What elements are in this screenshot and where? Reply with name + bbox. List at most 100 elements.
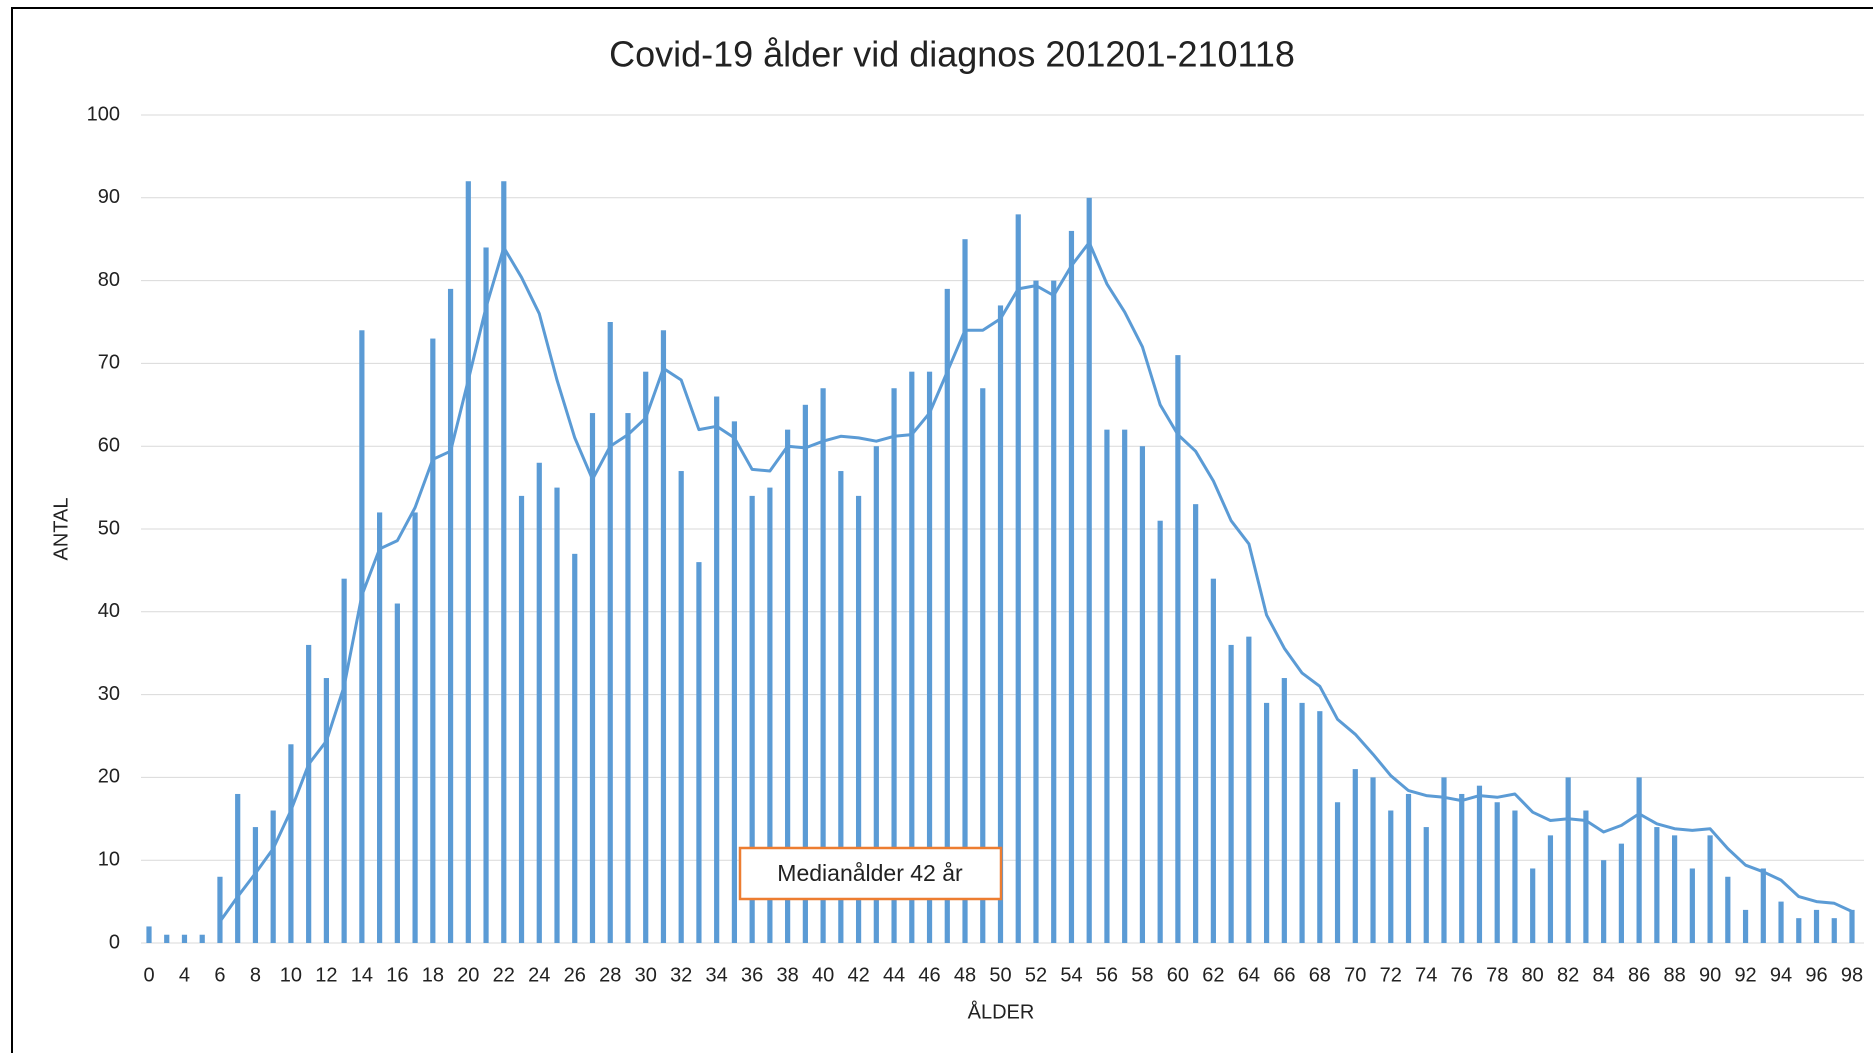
bar [1831, 918, 1837, 943]
bar [1689, 868, 1695, 943]
x-tick-label: 14 [351, 964, 373, 986]
y-tick-label: 40 [98, 600, 120, 622]
bar [1654, 827, 1660, 943]
bar [1210, 578, 1216, 943]
x-tick-label: 80 [1522, 964, 1544, 986]
bar [696, 562, 702, 943]
x-tick-label: 74 [1415, 964, 1437, 986]
bar [1246, 636, 1252, 943]
bar [855, 495, 862, 943]
bar [731, 421, 738, 943]
bar [1175, 355, 1181, 943]
bar [1299, 702, 1305, 943]
x-tick-label: 90 [1699, 964, 1721, 986]
x-tick-label: 18 [422, 964, 444, 986]
bar [1459, 793, 1465, 943]
y-tick-label: 90 [98, 186, 120, 208]
bar [394, 603, 400, 943]
bar [217, 876, 223, 943]
y-tick-label: 80 [98, 269, 120, 291]
x-tick-label: 32 [670, 964, 692, 986]
bar [1405, 793, 1412, 943]
y-tick-label: 0 [109, 931, 120, 953]
bar [820, 388, 826, 943]
y-axis-label: ANTAL [50, 498, 72, 561]
bar [554, 487, 560, 943]
bar [589, 413, 596, 944]
x-tick-label: 16 [386, 964, 408, 986]
bar [767, 487, 773, 943]
bar [1494, 802, 1500, 943]
bar [838, 471, 844, 943]
y-tick-label: 30 [98, 683, 120, 705]
bar [1139, 446, 1146, 943]
bar [447, 288, 454, 943]
bar [1157, 520, 1163, 943]
bar [1849, 909, 1855, 943]
bar [1547, 835, 1554, 943]
bar [1636, 777, 1642, 943]
bar [1565, 777, 1571, 943]
bar [1317, 711, 1323, 943]
bar [1707, 835, 1713, 943]
bar [1104, 429, 1110, 943]
x-tick-label: 70 [1344, 964, 1366, 986]
x-tick-label: 26 [564, 964, 586, 986]
x-tick-label: 94 [1770, 964, 1792, 986]
x-tick-label: 28 [599, 964, 621, 986]
bar [962, 239, 968, 943]
x-tick-label: 78 [1486, 964, 1508, 986]
bar [235, 793, 241, 943]
bar [1423, 827, 1429, 943]
x-tick-label: 48 [954, 964, 976, 986]
bar [270, 810, 276, 943]
x-axis-label: ÅLDER [968, 1000, 1035, 1023]
x-tick-label: 76 [1451, 964, 1473, 986]
y-tick-label: 10 [98, 848, 120, 870]
bar [412, 512, 418, 943]
bar [359, 330, 365, 943]
x-tick-label: 58 [1131, 964, 1153, 986]
frame [11, 7, 1873, 1053]
x-tick-label: 40 [812, 964, 834, 986]
x-tick-label: 36 [741, 964, 763, 986]
x-tick-label: 10 [280, 964, 302, 986]
y-tick-label: 20 [98, 766, 120, 788]
bar [306, 644, 312, 943]
bar [572, 553, 578, 943]
bar [1813, 909, 1820, 943]
y-tick-label: 60 [98, 434, 120, 456]
bar [536, 462, 542, 943]
bar [1352, 769, 1358, 943]
bar [1193, 504, 1199, 943]
x-tick-label: 42 [847, 964, 869, 986]
bar [501, 181, 507, 944]
bar [1618, 843, 1624, 943]
x-tick-label: 0 [143, 964, 154, 986]
y-tick-label: 50 [98, 517, 120, 539]
bar [1512, 810, 1518, 943]
bar [785, 429, 791, 943]
bar [980, 388, 986, 943]
annotation: Medianålder 42 år [777, 860, 963, 886]
bar [181, 934, 188, 943]
bar [1263, 702, 1270, 943]
x-tick-label: 68 [1309, 964, 1331, 986]
x-tick-label: 44 [883, 964, 905, 986]
bar [1778, 901, 1784, 943]
bar [749, 495, 755, 943]
bar [1388, 810, 1394, 943]
bar [873, 446, 879, 943]
bar [997, 305, 1004, 943]
bar [909, 371, 915, 943]
bar [1601, 860, 1607, 943]
bar [1441, 777, 1447, 943]
bar [1334, 802, 1341, 943]
bar [1015, 214, 1021, 944]
bar [926, 371, 933, 943]
x-tick-label: 46 [918, 964, 940, 986]
bar [288, 744, 294, 943]
y-tick-label: 100 [87, 103, 120, 125]
x-tick-label: 56 [1096, 964, 1118, 986]
